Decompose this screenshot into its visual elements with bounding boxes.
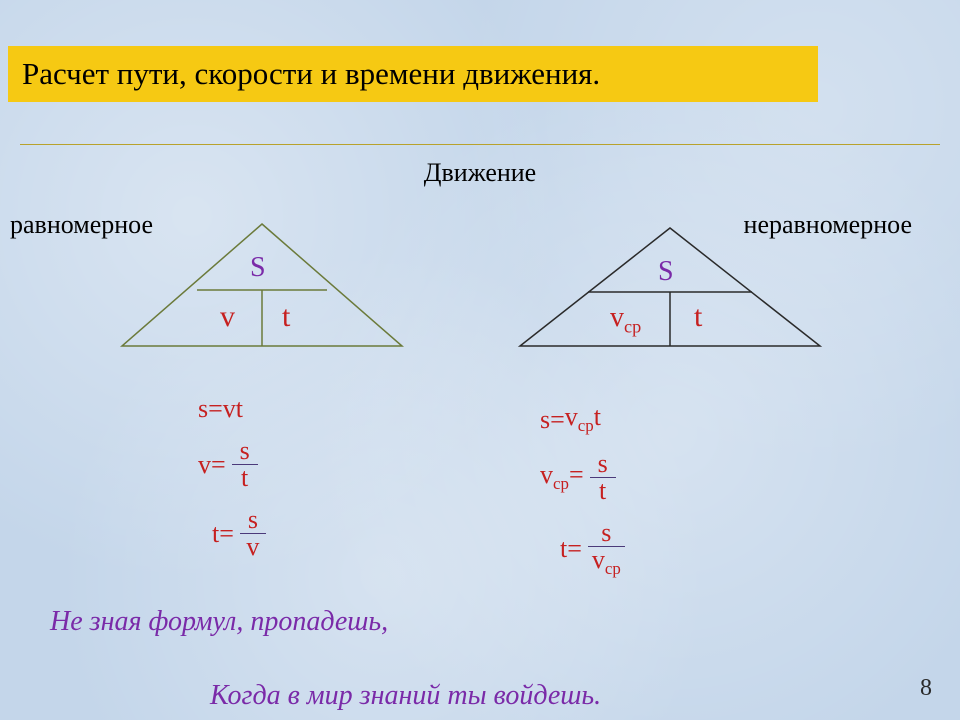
formula-triangle-nonuniform: S vср t — [510, 220, 830, 360]
frac-den: v — [242, 534, 263, 560]
fraction: s vср — [588, 520, 625, 578]
formula-t-left: t= s v — [212, 507, 418, 560]
formula-block-nonuniform: s=vсрt vср= s t t= s vср — [540, 388, 800, 594]
triangle-bl-label-right: vср — [610, 302, 641, 338]
formula-s-left: s=vt — [198, 396, 418, 422]
formula-t-left-lhs: t= — [212, 521, 234, 547]
divider — [20, 144, 940, 145]
fraction: s t — [590, 451, 616, 504]
formula-t-right: t= s vср — [560, 520, 800, 578]
quote-line-1: Не зная формул, пропадешь, — [50, 606, 388, 638]
triangle-top-label-left: S — [250, 252, 266, 284]
formula-v-right-lhs: vср= — [540, 462, 584, 493]
formula-triangle-uniform: S v t — [112, 216, 412, 356]
formula-v-left-lhs: v= — [198, 452, 226, 478]
page-title: Расчет пути, скорости и времени движения… — [22, 56, 600, 92]
formula-s-left-lhs: s= — [198, 396, 223, 422]
frac-num: s — [597, 520, 615, 546]
triangle-br-label-right: t — [694, 300, 702, 334]
frac-num: s — [244, 507, 262, 533]
formula-v-right: vср= s t — [540, 451, 800, 504]
triangle-svg-left — [112, 216, 412, 356]
fraction: s v — [240, 507, 266, 560]
frac-den: vср — [588, 547, 625, 578]
page-number: 8 — [920, 675, 932, 702]
triangle-top-label-right: S — [658, 256, 674, 288]
triangle-svg-right — [510, 220, 830, 360]
frac-num: s — [236, 438, 254, 464]
formula-s-right-rhs: vсрt — [565, 404, 601, 435]
formula-v-left: v= s t — [198, 438, 418, 491]
quote-line-2: Когда в мир знаний ты войдешь. — [210, 680, 601, 712]
formula-t-right-lhs: t= — [560, 536, 582, 562]
formula-s-right-lhs: s= — [540, 407, 565, 433]
subheading: Движение — [0, 158, 960, 188]
formula-s-left-rhs: vt — [223, 396, 243, 422]
title-bar: Расчет пути, скорости и времени движения… — [8, 46, 818, 102]
frac-den: t — [237, 465, 252, 491]
fraction: s t — [232, 438, 258, 491]
triangle-bl-label-left: v — [220, 300, 235, 334]
formula-block-uniform: s=vt v= s t t= s v — [198, 380, 418, 576]
frac-den: t — [595, 478, 610, 504]
formula-s-right: s=vсрt — [540, 404, 800, 435]
frac-num: s — [594, 451, 612, 477]
triangle-br-label-left: t — [282, 300, 290, 334]
